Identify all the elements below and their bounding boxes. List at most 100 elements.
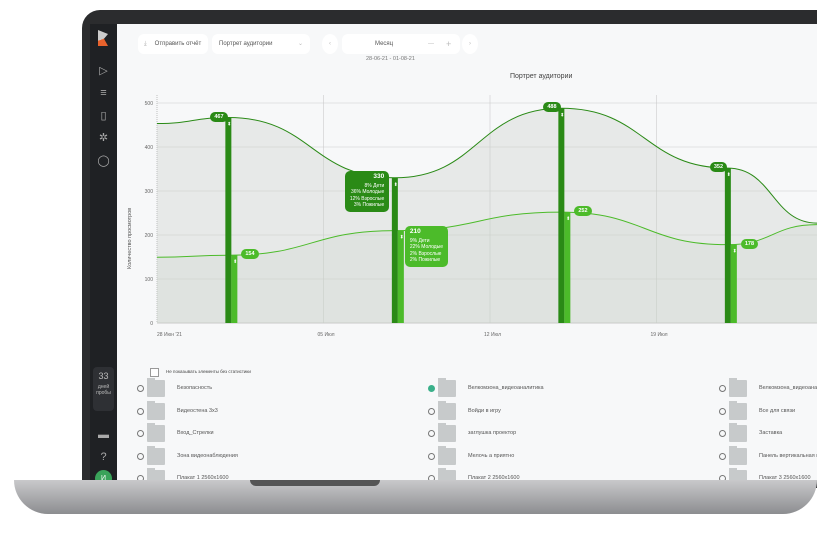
folder-icon — [729, 378, 747, 397]
filter-icon[interactable]: ≡ — [100, 87, 107, 99]
person-icon: ⬍ — [727, 172, 731, 178]
point-label[interactable]: 467 — [210, 111, 228, 122]
laptop-base — [14, 480, 817, 514]
x-tick-label: 05 Июл — [318, 332, 335, 338]
radio-button[interactable] — [719, 430, 726, 437]
item-label: Вход_Стрелки — [177, 430, 214, 436]
item-label: Видеостена 3x3 — [177, 407, 218, 414]
item-label: Мелочь а приятно — [468, 452, 515, 459]
download-icon: ⤓ — [144, 41, 147, 47]
x-tick-label: 19 Июл — [651, 332, 668, 338]
tooltip-value: 210 — [409, 228, 421, 235]
tooltip-line: 22% Молодые — [409, 244, 444, 250]
radio-button[interactable] — [137, 385, 144, 392]
chart-title: Портрет аудитории — [510, 73, 573, 80]
hide-empty-checkbox[interactable] — [150, 368, 159, 377]
trial-badge[interactable]: 33 дней пробы — [93, 367, 114, 411]
item-label: Панель вертикальная внутр — [759, 452, 817, 459]
point-label[interactable]: 154 — [241, 249, 259, 260]
date-range: 28-06-21 - 01-08-21 — [366, 56, 415, 62]
folder-icon — [438, 378, 456, 397]
folder-icon — [147, 423, 165, 442]
trial-label: дней — [97, 384, 110, 390]
y-tick-label: 100 — [145, 277, 154, 283]
folder-icon — [147, 378, 165, 397]
tooltip-line: 2% Взрослые — [409, 250, 442, 257]
radio-button[interactable] — [137, 407, 144, 415]
folder-icon — [147, 445, 165, 465]
app-screen: ▷ ≡ ▯ ✲ ◯ 33 дней пробы ▬ ? И ⤓ Отправить о… — [90, 24, 817, 480]
item-label: Велкомзона_видеоаналитика — [759, 385, 817, 391]
point-label[interactable]: 252 — [574, 206, 592, 217]
period-control: Месяц — + — [342, 34, 460, 54]
avatar[interactable]: И — [95, 470, 112, 480]
folder-icon — [147, 400, 165, 420]
radio-button[interactable] — [137, 475, 144, 480]
zoom-in-button[interactable]: + — [446, 39, 452, 49]
play-icon[interactable]: ▷ — [99, 65, 108, 77]
person-icon: ⬍ — [400, 235, 404, 241]
tooltip-line: 3% Пожилые — [353, 202, 385, 208]
folder-icon — [147, 468, 165, 480]
bar — [730, 244, 737, 323]
tooltip-line: 12% Взрослые — [349, 195, 385, 202]
next-button[interactable]: › — [462, 34, 478, 54]
tooltip: 210 9% Дети 22% Молодые 2% Взрослые 2% Пожил… — [404, 226, 449, 267]
item-label: Заставка — [759, 430, 783, 436]
tooltip: 330 8% Дети 36% Молодые 12% Взрослые 3% Пожи… — [344, 171, 390, 212]
series-line — [156, 107, 817, 224]
folder-icon — [438, 445, 456, 465]
chevron-down-icon: ⌄ — [297, 41, 303, 47]
trial-days: 33 — [98, 371, 109, 381]
trial-label-2: пробы — [96, 390, 111, 396]
bar — [564, 212, 571, 323]
radio-button[interactable] — [428, 407, 435, 415]
report-select-value: Портрет аудитории — [219, 41, 273, 47]
radio-button[interactable] — [719, 452, 726, 460]
y-tick-label: 0 — [150, 321, 153, 327]
user-icon[interactable]: ◯ — [97, 155, 110, 167]
item-label: Плакат 3 2560x1600 — [759, 475, 811, 480]
person-icon: ⬍ — [560, 112, 564, 118]
person-icon: ⬍ — [394, 182, 398, 188]
person-icon: ⬍ — [733, 249, 737, 255]
prev-button[interactable]: ‹ — [322, 34, 338, 54]
y-tick-label: 500 — [145, 101, 154, 107]
loader-icon[interactable]: ✲ — [98, 132, 109, 144]
period-value: Месяц — [375, 41, 394, 47]
help-icon[interactable]: ? — [100, 451, 107, 463]
point-label[interactable]: 178 — [740, 238, 759, 249]
folder-icon — [438, 468, 456, 480]
tooltip-line: 2% Пожилые — [409, 257, 441, 263]
folder-icon — [729, 445, 747, 465]
item-label: Плакат 1 2560x1600 — [177, 475, 229, 480]
point-label[interactable]: 488 — [543, 102, 561, 113]
series-area — [157, 212, 817, 323]
point-label[interactable]: 352 — [709, 162, 728, 173]
folder-icon — [438, 400, 456, 420]
monitor-icon[interactable]: ▬ — [98, 429, 109, 441]
report-select[interactable]: Портрет аудитории ⌄ — [212, 34, 310, 54]
person-icon: ⬍ — [227, 122, 231, 128]
radio-button[interactable] — [137, 452, 144, 460]
person-icon: ⬍ — [566, 216, 570, 222]
tooltip-line: 9% Дети — [409, 237, 430, 244]
radio-button[interactable] — [428, 475, 435, 480]
send-report-button[interactable]: ⤓ Отправить отчёт — [138, 34, 208, 54]
radio-button[interactable] — [428, 430, 435, 437]
item-label: Плакат 2 2560x1600 — [468, 475, 520, 480]
radio-button[interactable] — [719, 385, 726, 392]
item-label: Войди в игру — [468, 407, 501, 414]
bar — [391, 177, 398, 323]
bar — [397, 230, 404, 323]
x-tick-label: 28 Июн '21 — [157, 332, 182, 338]
file-icon[interactable]: ▯ — [100, 110, 107, 122]
series-area — [157, 108, 817, 323]
radio-button[interactable] — [719, 407, 726, 415]
zoom-out-button[interactable]: — — [428, 41, 434, 47]
send-report-label: Отправить отчёт — [154, 41, 202, 47]
radio-button[interactable] — [428, 385, 435, 392]
radio-button[interactable] — [137, 430, 144, 437]
radio-button[interactable] — [719, 475, 726, 480]
radio-button[interactable] — [428, 452, 435, 460]
